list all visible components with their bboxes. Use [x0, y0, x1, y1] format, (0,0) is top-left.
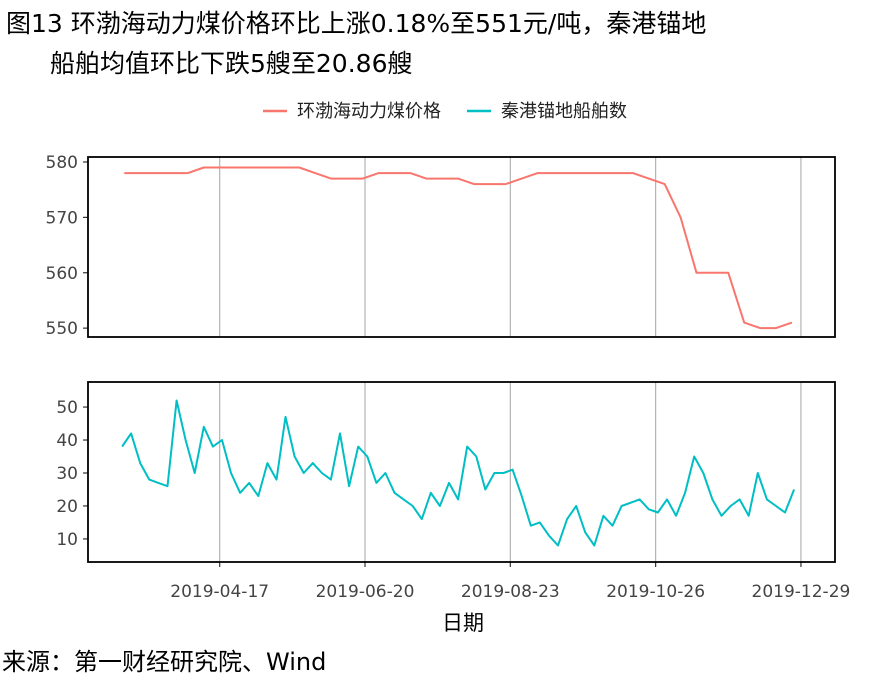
legend-label: 秦港锚地船舶数	[501, 101, 627, 122]
y-tick-label: 560	[46, 264, 78, 284]
panel-border	[87, 381, 836, 563]
series-line	[121, 399, 796, 547]
y-tick-label: 580	[46, 153, 78, 173]
x-tick-label: 2019-10-26	[606, 582, 705, 602]
panel-border	[87, 156, 836, 338]
y-tick-label: 550	[46, 319, 78, 339]
y-tick-label: 30	[56, 464, 78, 484]
x-tick-label: 2019-04-17	[170, 582, 269, 602]
x-axis-label: 日期	[442, 611, 484, 635]
title-line: 图13 环渤海动力煤价格环比上涨0.18%至551元/吨，秦港锚地	[6, 9, 707, 38]
title-line: 船舶均值环比下跌5艘至20.86艘	[50, 49, 413, 78]
source: 来源：第一财经研究院、Wind	[2, 648, 327, 676]
y-tick-label: 10	[56, 530, 78, 550]
x-tick-label: 2019-06-20	[316, 582, 415, 602]
y-tick-label: 50	[56, 398, 78, 418]
y-tick-label: 40	[56, 431, 78, 451]
series-line	[124, 166, 793, 330]
legend-label: 环渤海动力煤价格	[297, 101, 441, 122]
x-tick-label: 2019-08-23	[461, 582, 560, 602]
title: 图13 环渤海动力煤价格环比上涨0.18%至551元/吨，秦港锚地 船舶均值环比…	[6, 4, 706, 84]
x-tick-label: 2019-12-29	[752, 582, 851, 602]
y-tick-label: 20	[56, 497, 78, 517]
y-tick-label: 570	[46, 208, 78, 228]
